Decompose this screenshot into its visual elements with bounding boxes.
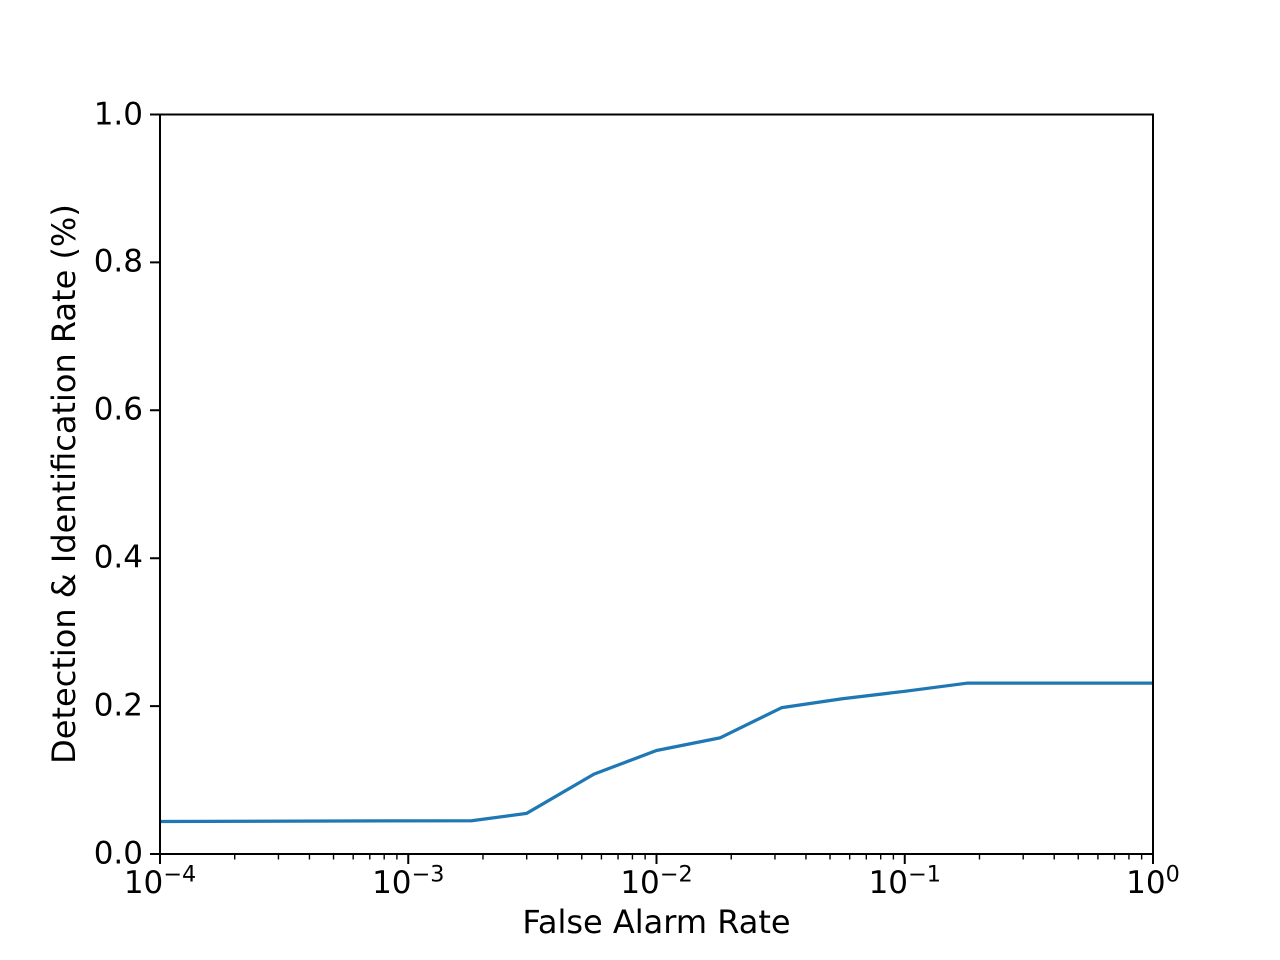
y-tick-label: 1.0 xyxy=(93,96,143,132)
x-tick-exponent: −3 xyxy=(411,861,445,888)
x-tick-label: 10−2 xyxy=(620,863,692,901)
x-tick-base: 10 xyxy=(372,865,412,901)
y-axis-label: Detection & Identification Rate (%) xyxy=(45,204,83,765)
y-tick-label: 0.6 xyxy=(93,391,143,428)
x-tick-base: 10 xyxy=(868,865,909,901)
x-tick-exponent: −2 xyxy=(659,861,693,888)
y-tick-label: 0.8 xyxy=(93,243,143,280)
x-tick-label: 100 xyxy=(1126,863,1180,901)
x-tick-label: 10−1 xyxy=(868,863,941,901)
x-tick-base: 10 xyxy=(1126,865,1166,901)
x-tick-base: 10 xyxy=(123,865,164,901)
x-axis-minor-ticks xyxy=(234,854,1143,860)
data-series-line xyxy=(159,681,1153,824)
y-tick-label: 0.0 xyxy=(93,835,143,872)
x-tick-label: 10−3 xyxy=(372,863,444,901)
x-axis-label: False Alarm Rate xyxy=(522,903,791,941)
y-tick-label: 0.4 xyxy=(93,539,143,576)
x-tick-exponent: −1 xyxy=(908,861,941,888)
plot-border xyxy=(159,113,1154,855)
y-tick-label: 0.2 xyxy=(93,687,143,724)
x-tick-label: 10−4 xyxy=(123,863,196,901)
x-tick-exponent: 0 xyxy=(1165,861,1180,888)
x-tick-base: 10 xyxy=(620,865,660,901)
x-tick-exponent: −4 xyxy=(163,861,197,888)
axis-major-ticks xyxy=(150,113,1154,864)
